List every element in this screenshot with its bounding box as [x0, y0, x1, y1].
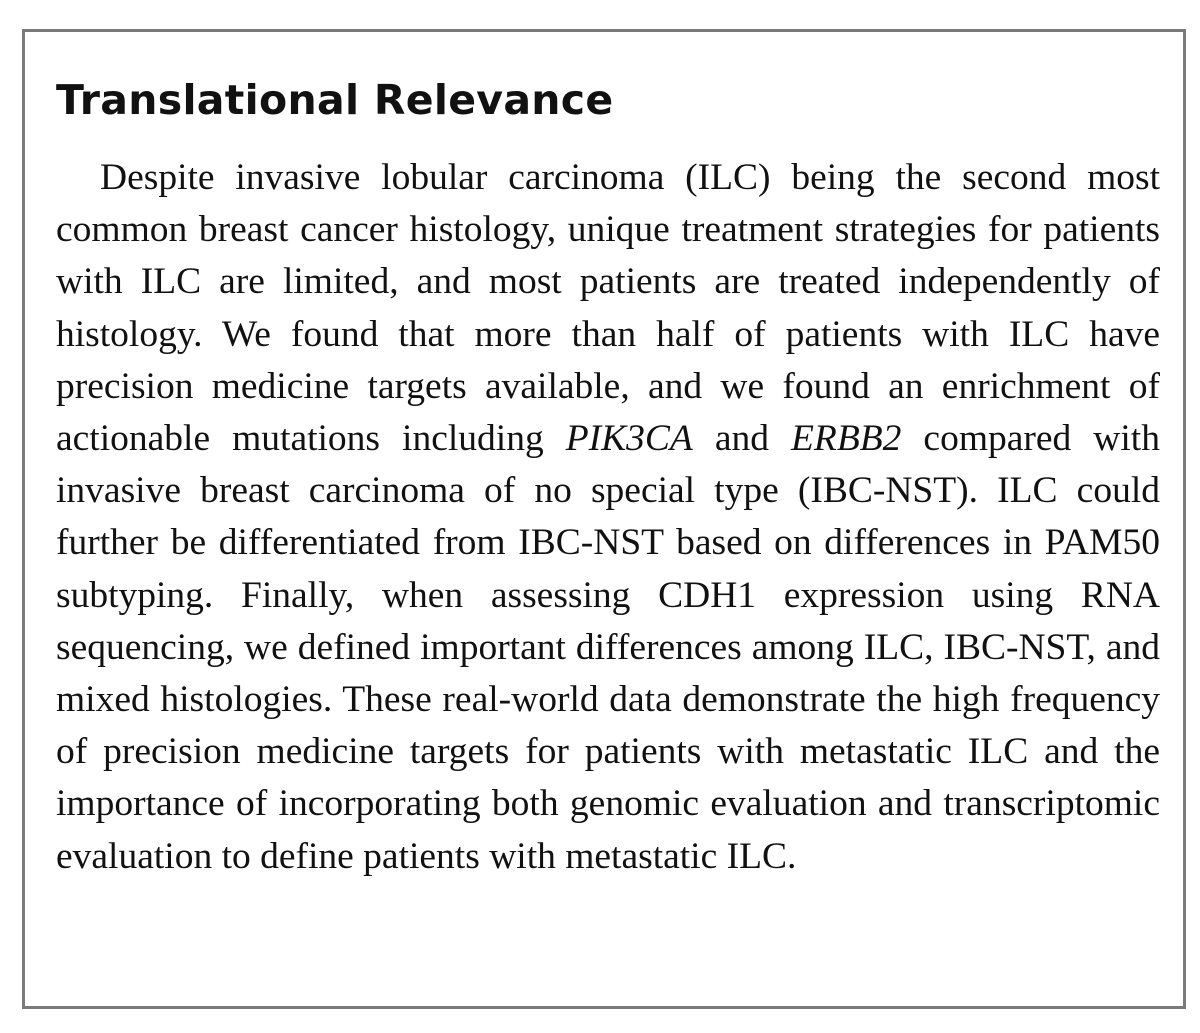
body-text: and: [692, 418, 792, 460]
box-title: Translational Relevance: [56, 76, 614, 124]
gene-name: ERBB2: [791, 418, 902, 460]
body-paragraph: Despite invasive lobular carcinoma (ILC)…: [56, 152, 1160, 883]
body-text: Despite invasive lobular carcinoma (ILC)…: [56, 157, 1160, 460]
gene-name: PIK3CA: [565, 418, 693, 460]
text-box: Translational Relevance Despite invasive…: [22, 29, 1186, 1009]
body-text: compared with invasive breast carcinoma …: [56, 418, 1160, 877]
